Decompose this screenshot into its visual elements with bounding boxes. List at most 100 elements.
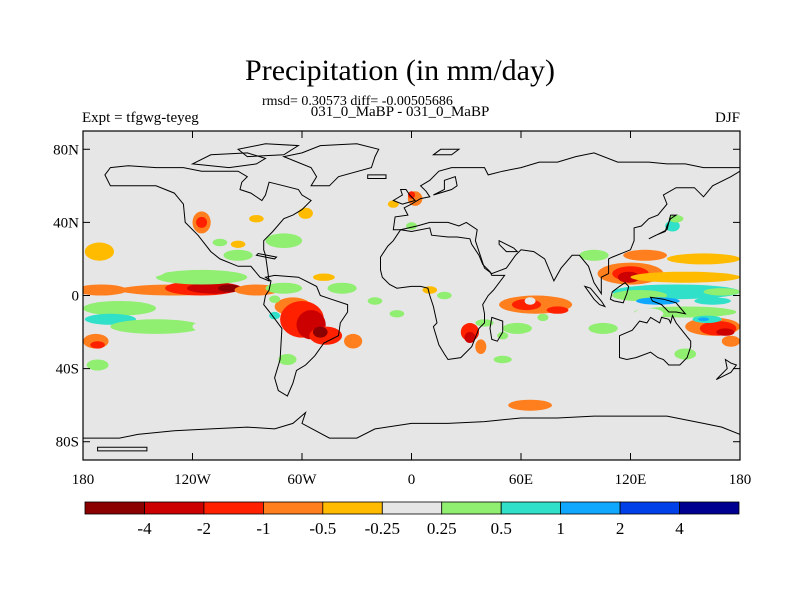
y-tick-label: 40N: [53, 215, 79, 231]
anomaly-region: [265, 282, 303, 294]
anomaly-region: [230, 240, 246, 248]
anomaly-region: [90, 341, 105, 349]
x-tick-label: 120W: [174, 472, 212, 488]
coastline: [649, 296, 687, 315]
colorbar-swatch: [144, 501, 205, 515]
coastline: [392, 152, 740, 296]
x-tick-label: 120E: [615, 472, 647, 488]
anomaly-region: [648, 193, 668, 201]
colorbar-swatch: [262, 501, 324, 515]
coastline: [715, 358, 738, 381]
anomaly-region: [364, 364, 386, 373]
coastline: [489, 316, 504, 342]
anomaly-region: [716, 328, 735, 336]
anomaly-region: [546, 306, 569, 314]
coastline: [380, 227, 506, 361]
coastline: [392, 189, 417, 205]
colorbar-swatch: [381, 501, 443, 515]
x-tick-label: 60E: [509, 472, 533, 488]
y-tick-label: 0: [72, 289, 80, 305]
colorbar-label: -4: [137, 519, 152, 538]
anomaly-region: [721, 335, 740, 347]
anomaly-region: [694, 297, 731, 305]
coastline: [263, 274, 349, 397]
colorbar-swatch: [441, 501, 502, 515]
anomaly-region: [110, 319, 202, 334]
colorbar-label: -1: [256, 519, 270, 538]
anomaly-region: [84, 242, 114, 261]
anomaly-region: [313, 273, 335, 281]
anomaly-region: [86, 359, 109, 371]
anomaly-region: [636, 297, 680, 305]
experiment-label: Expt = tfgwg-teyeg: [82, 110, 199, 126]
colorbar-label: 1: [556, 519, 565, 538]
colorbar-label: -2: [197, 519, 211, 538]
colorbar-label: -0.25: [365, 519, 400, 538]
colorbar-swatch: [679, 501, 740, 515]
coastline: [282, 143, 380, 187]
anomaly-region: [218, 284, 240, 292]
coastline-layer: [83, 143, 740, 460]
anomaly-region: [623, 249, 667, 261]
anomaly-region: [212, 238, 228, 247]
x-tick-label: 180: [729, 472, 752, 488]
coastline: [190, 152, 267, 169]
colorbar-swatch: [560, 501, 621, 515]
anomaly-region: [710, 220, 740, 232]
anomaly-region: [475, 339, 487, 355]
anomaly-region: [298, 207, 313, 219]
anomaly-region: [156, 269, 248, 285]
anomaly-region: [617, 271, 640, 283]
coastline: [431, 148, 461, 156]
y-tick-label: 40S: [56, 362, 79, 378]
anomaly-region: [621, 359, 677, 371]
anomaly-region: [223, 249, 253, 261]
chart-title: Precipitation (in mm/day): [245, 54, 555, 87]
anomaly-region: [101, 370, 193, 386]
anomaly-region: [508, 399, 552, 411]
coastline: [367, 174, 387, 179]
colorbar-swatch: [203, 501, 264, 515]
anomaly-region: [502, 322, 532, 334]
coastline: [648, 214, 678, 240]
anomaly-region: [313, 326, 328, 338]
anomaly-region: [165, 304, 220, 316]
anomaly-region: [174, 361, 211, 376]
colorbar-swatch: [619, 501, 680, 515]
anomaly-region: [367, 297, 383, 305]
y-tick-label: 80S: [56, 435, 79, 451]
anomaly-region: [579, 249, 609, 261]
axis-layer: 80N 40N 0 40S 80S 180 120W 60W 0 60E 120E 180: [53, 131, 751, 488]
anomaly-region: [278, 354, 297, 365]
coastline: [609, 282, 630, 304]
coastline: [498, 239, 519, 253]
coastline: [83, 410, 740, 460]
anomaly-region: [249, 215, 264, 223]
anomaly-region: [473, 397, 496, 406]
anomaly-region: [446, 308, 458, 320]
x-tick-label: 180: [72, 472, 95, 488]
anomaly-region: [524, 297, 536, 305]
anomaly-region: [192, 319, 248, 334]
anomaly-region: [196, 216, 208, 228]
anomaly-region: [703, 288, 740, 296]
x-tick-label: 0: [408, 472, 416, 488]
colorbar: -4 -2 -1 -0.5 -0.25 0.25 0.5 1 2 4: [84, 501, 740, 538]
anomaly-region: [92, 264, 166, 280]
anomaly-region: [407, 191, 416, 199]
colorbar-label: 2: [616, 519, 625, 538]
anomaly-region: [344, 333, 363, 349]
coastline: [104, 165, 312, 282]
anomaly-region: [464, 332, 476, 343]
anomaly-region: [574, 269, 596, 278]
colorbar-label: 0.25: [427, 519, 457, 538]
anomaly-region: [327, 282, 357, 294]
anomaly-region: [667, 253, 740, 265]
colorbar-label: 4: [675, 519, 684, 538]
season-label: DJF: [714, 110, 740, 126]
coastline: [619, 314, 692, 366]
anomaly-region: [698, 317, 709, 322]
colorbar-label: -0.5: [309, 519, 336, 538]
anomaly-layer: [83, 178, 740, 411]
